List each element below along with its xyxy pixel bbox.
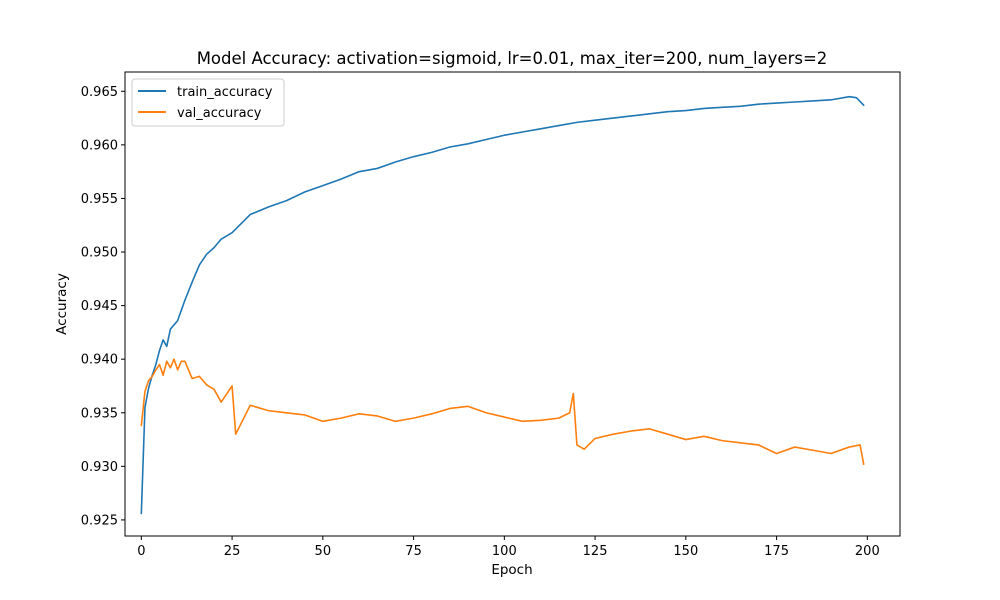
y-tick-label: 0.940 <box>81 353 118 368</box>
y-tick-label: 0.935 <box>81 406 118 421</box>
y-tick-label: 0.960 <box>81 138 118 153</box>
series-line-train-accuracy <box>140 95 865 515</box>
x-tick-label: 150 <box>673 544 698 559</box>
x-tick-label: 100 <box>492 544 517 559</box>
x-tick-label: 50 <box>315 544 332 559</box>
y-tick-label: 0.950 <box>81 246 118 261</box>
x-axis-label: Epoch <box>491 562 532 578</box>
x-tick-label: 125 <box>583 544 608 559</box>
x-axis: 0 25 50 75 100 125 150 175 200 <box>137 536 880 559</box>
y-axis: 0.925 0.930 0.935 0.940 0.945 0.950 0.955 0.960… <box>81 85 125 528</box>
y-tick-label: 0.945 <box>81 299 118 314</box>
legend: train_accuracy val_accuracy <box>131 78 285 127</box>
legend-label-train-accuracy: train_accuracy <box>177 85 273 100</box>
y-tick-label: 0.955 <box>81 192 118 207</box>
y-tick-label: 0.930 <box>81 460 118 475</box>
chart-title: Model Accuracy: activation=sigmoid, lr=0… <box>197 49 828 69</box>
x-tick-label: 175 <box>764 544 789 559</box>
x-tick-label: 0 <box>137 544 145 559</box>
legend-label-val-accuracy: val_accuracy <box>177 106 262 121</box>
x-tick-label: 75 <box>405 544 422 559</box>
plot-frame <box>124 71 901 537</box>
x-tick-label: 200 <box>855 544 880 559</box>
series-line-val-accuracy <box>140 358 865 466</box>
y-tick-label: 0.965 <box>81 85 118 100</box>
legend-box <box>131 78 285 127</box>
x-tick-label: 25 <box>224 544 241 559</box>
y-axis-label: Accuracy <box>54 273 70 335</box>
series-layer <box>140 95 865 515</box>
y-tick-label: 0.925 <box>81 513 118 528</box>
